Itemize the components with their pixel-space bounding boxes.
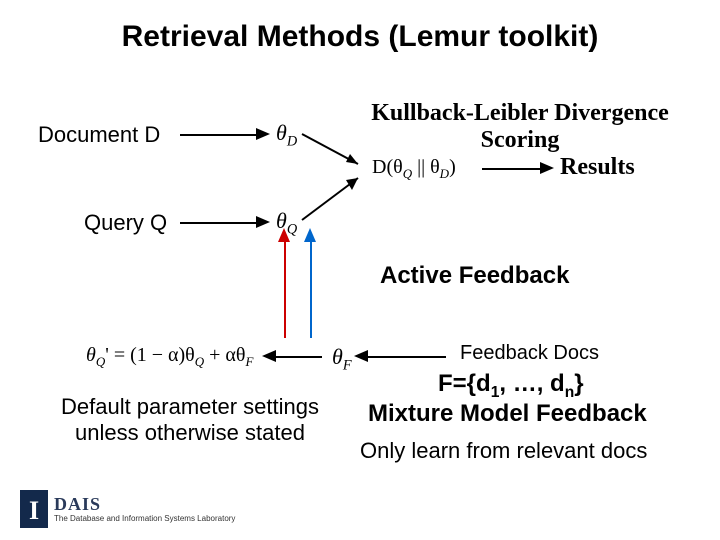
arrow-doc-to-theta	[180, 134, 256, 136]
arrow-doc-to-theta-head	[256, 128, 270, 140]
document-label: Document D	[38, 122, 160, 148]
arrow-kl-to-results-head	[540, 162, 554, 174]
interp-plus: + αθ	[204, 344, 245, 366]
interp-formula: θQ' = (1 − α)θQ + αθF	[86, 344, 253, 370]
mixture-model-label: Mixture Model Feedback	[368, 400, 647, 428]
theta-d: θD	[276, 120, 297, 150]
default-params: Default parameter settings unless otherw…	[40, 394, 340, 446]
arrow-feedback-to-thetaq-head	[304, 228, 316, 242]
interp-prime: ' = (1 − α)θ	[105, 344, 195, 366]
theta-f: θF	[332, 344, 352, 374]
kl-heading-1: Kullback-Leibler Divergence	[350, 100, 690, 127]
default-params-1: Default parameter settings	[40, 394, 340, 420]
kl-formula-end: )	[449, 156, 456, 178]
query-label: Query Q	[84, 210, 167, 236]
active-feedback-label: Active Feedback	[380, 262, 569, 290]
arrow-query-to-theta-head	[256, 216, 270, 228]
arrow-thetaf-to-interp	[274, 356, 322, 358]
default-params-2: unless otherwise stated	[40, 420, 340, 446]
dais-subtitle: The Database and Information Systems Lab…	[54, 515, 235, 524]
arrow-thetaf-to-interp-head	[262, 350, 276, 362]
arrow-fdocs-to-thetaf	[366, 356, 446, 358]
kl-formula-d: D(θ	[372, 156, 403, 178]
interp-q2: Q	[195, 354, 204, 369]
interp-q1: Q	[96, 354, 105, 369]
kl-formula-dsub: D	[440, 166, 449, 181]
fset-2: , …, d	[499, 370, 564, 397]
arrow-interp-to-thetaq-head	[278, 228, 290, 242]
dais-logo: DAIS The Database and Information System…	[54, 494, 235, 524]
theta-f-sub: F	[343, 357, 352, 373]
theta-d-sub: D	[287, 133, 297, 149]
arrow-thetad-to-kl	[300, 128, 372, 172]
feedback-docs-label: Feedback Docs	[460, 342, 599, 365]
kl-formula-q: Q	[403, 166, 412, 181]
illinois-logo-icon: I	[20, 490, 48, 528]
kl-heading-2: Scoring	[350, 127, 690, 154]
kl-heading: Kullback-Leibler Divergence Scoring	[350, 100, 690, 154]
arrow-fdocs-to-thetaf-head	[354, 350, 368, 362]
kl-formula: D(θQ || θD)	[372, 156, 456, 182]
fset-1: F={d	[438, 370, 491, 397]
arrow-feedback-to-thetaq	[310, 240, 312, 338]
logo-area: I DAIS The Database and Information Syst…	[20, 490, 235, 528]
arrow-thetaq-to-kl	[300, 168, 372, 224]
f-set: F={d1, …, dn}	[438, 370, 584, 402]
interp-theta: θ	[86, 344, 96, 366]
dais-text: DAIS	[54, 494, 235, 515]
kl-formula-mid: || θ	[412, 156, 440, 178]
arrow-kl-to-results	[482, 168, 540, 170]
slide-title: Retrieval Methods (Lemur toolkit)	[0, 20, 720, 54]
theta-f-sym: θ	[332, 344, 343, 369]
fset-3: }	[574, 370, 583, 397]
learn-relevant-label: Only learn from relevant docs	[360, 438, 647, 464]
arrow-interp-to-thetaq	[284, 240, 286, 338]
results-label: Results	[560, 154, 635, 181]
theta-d-sym: θ	[276, 120, 287, 145]
arrow-query-to-theta	[180, 222, 256, 224]
interp-f: F	[246, 354, 254, 369]
